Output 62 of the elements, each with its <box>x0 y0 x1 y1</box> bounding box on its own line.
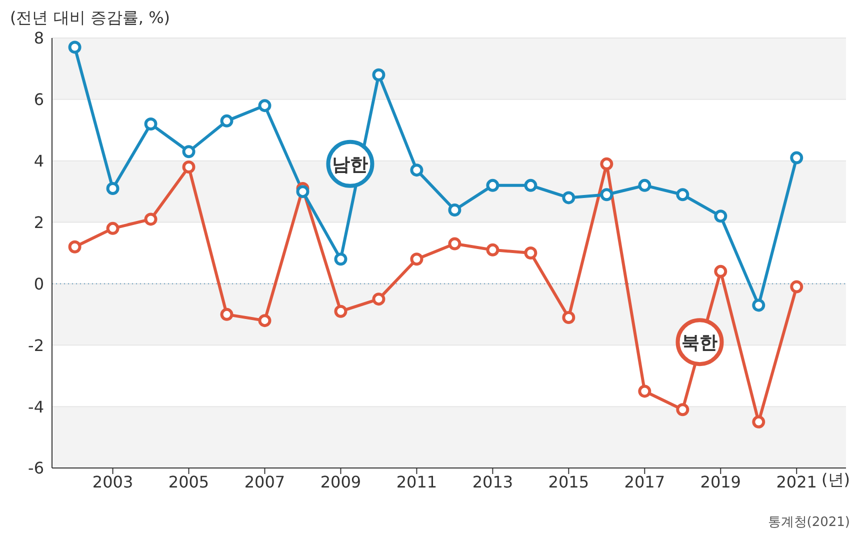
point <box>410 164 424 177</box>
point <box>562 191 576 204</box>
x-tick-label: 2009 <box>320 472 362 492</box>
point <box>448 204 462 216</box>
point <box>220 114 234 128</box>
point <box>220 308 234 321</box>
point <box>258 314 272 328</box>
point <box>68 240 82 254</box>
point <box>638 178 652 192</box>
point <box>372 68 386 82</box>
point <box>106 182 120 195</box>
point <box>296 185 310 198</box>
y-tick-label: 2 <box>34 212 44 232</box>
point <box>600 157 614 170</box>
x-tick-label: 2011 <box>396 472 438 492</box>
y-tick-label: 6 <box>34 90 44 110</box>
point <box>486 178 500 192</box>
point <box>600 188 614 202</box>
point <box>182 160 196 174</box>
point <box>676 188 690 202</box>
y-axis-title: (전년 대비 증감률, %) <box>10 8 170 29</box>
x-tick-label: 2003 <box>92 472 134 492</box>
x-tick-label: 2021 <box>776 472 817 492</box>
point <box>258 99 272 112</box>
y-tick-label: 4 <box>34 152 44 171</box>
point <box>334 252 348 266</box>
x-tick-label: 2007 <box>244 472 286 492</box>
x-tick-label: 2013 <box>472 472 514 492</box>
point <box>752 415 766 428</box>
point <box>524 178 538 192</box>
series-label: 북한 <box>682 332 718 354</box>
point <box>562 311 576 324</box>
point <box>144 118 158 130</box>
point <box>790 280 804 294</box>
y-tick-label: -6 <box>28 458 44 478</box>
point <box>714 264 728 278</box>
point <box>106 222 120 235</box>
point <box>524 246 538 260</box>
point <box>752 298 766 312</box>
x-axis-title: (년) <box>822 470 850 491</box>
x-tick-label: 2017 <box>624 472 666 492</box>
point <box>68 40 82 54</box>
point <box>790 151 804 164</box>
text: 통계청(2021) <box>768 514 850 531</box>
point <box>448 237 462 250</box>
point <box>486 243 500 256</box>
y-tick-label: -4 <box>28 397 44 416</box>
point <box>714 210 728 223</box>
series-label: 남한 <box>332 154 368 176</box>
point <box>676 403 690 416</box>
x-tick-label: 2019 <box>700 472 741 492</box>
point <box>410 252 424 266</box>
y-tick-label: 8 <box>34 28 44 48</box>
y-tick-label: 0 <box>34 274 44 294</box>
point <box>372 292 386 306</box>
x-tick-label: 2005 <box>168 472 210 492</box>
point <box>334 304 348 318</box>
x-tick-label: 2015 <box>548 472 590 492</box>
point <box>182 145 196 158</box>
point <box>638 384 652 398</box>
point <box>144 212 158 226</box>
y-tick-label: -2 <box>28 336 44 355</box>
